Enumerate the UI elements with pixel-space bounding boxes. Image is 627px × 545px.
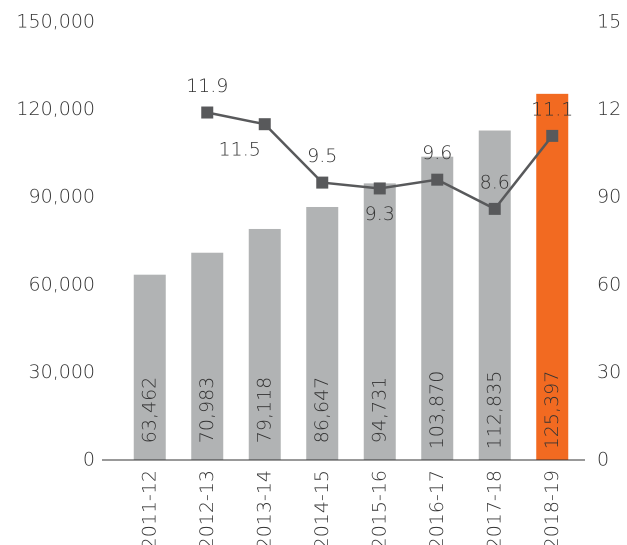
y2-tick-label: 15 — [597, 11, 621, 33]
bar-value-label: 103,870 — [426, 371, 448, 450]
bar-value-label: 70,983 — [196, 377, 218, 443]
bar-value-label: 94,731 — [368, 377, 390, 443]
y2-tick-label: 30 — [597, 361, 621, 383]
x-tick-label: 2018-19 — [541, 470, 563, 545]
bar — [191, 252, 224, 460]
x-tick-label: 2011-12 — [138, 470, 160, 545]
y2-tick-label: 0 — [597, 449, 609, 471]
line-value-label: 11.9 — [186, 75, 228, 97]
line-marker — [488, 202, 501, 215]
bar-value-label: 86,647 — [311, 377, 333, 443]
x-tick-label: 2012-13 — [196, 470, 218, 545]
y-tick-label: 0 — [83, 449, 95, 471]
y2-tick-label: 12 — [597, 98, 621, 120]
bar — [478, 130, 511, 461]
x-tick-label: 2013-14 — [253, 470, 275, 545]
line-value-label: 11.1 — [531, 98, 573, 120]
bar-value-label: 79,118 — [253, 377, 275, 443]
line-marker — [373, 182, 386, 195]
x-tick-label: 2016-17 — [426, 470, 448, 545]
bar — [133, 274, 166, 460]
y2-tick-label: 60 — [597, 273, 621, 295]
bar — [421, 156, 454, 461]
line-value-label: 11.5 — [219, 139, 261, 161]
bar-value-label: 125,397 — [541, 371, 563, 450]
y-tick-label: 30,000 — [29, 361, 95, 383]
y-tick-label: 90,000 — [29, 186, 95, 208]
line-marker — [258, 118, 271, 131]
bar — [306, 206, 339, 460]
line-value-label: 9.5 — [307, 145, 337, 167]
line-marker — [431, 173, 444, 186]
y-tick-label: 60,000 — [29, 273, 95, 295]
bar — [363, 183, 396, 460]
line-marker — [316, 176, 329, 189]
x-tick-label: 2017-18 — [483, 470, 505, 545]
x-tick-label: 2014-15 — [311, 470, 333, 545]
bar-value-label: 63,462 — [138, 377, 160, 443]
line-value-label: 9.6 — [422, 142, 452, 164]
line-marker — [201, 106, 214, 119]
bar-value-label: 112,835 — [483, 371, 505, 450]
line-value-label: 9.3 — [365, 203, 395, 225]
line-value-label: 8.6 — [480, 171, 510, 193]
y-tick-label: 150,000 — [16, 11, 95, 33]
y2-tick-label: 90 — [597, 186, 621, 208]
line-marker — [546, 129, 559, 142]
bar — [536, 93, 569, 460]
y-tick-label: 120,000 — [16, 98, 95, 120]
x-tick-label: 2015-16 — [368, 470, 390, 545]
bar — [248, 228, 281, 460]
